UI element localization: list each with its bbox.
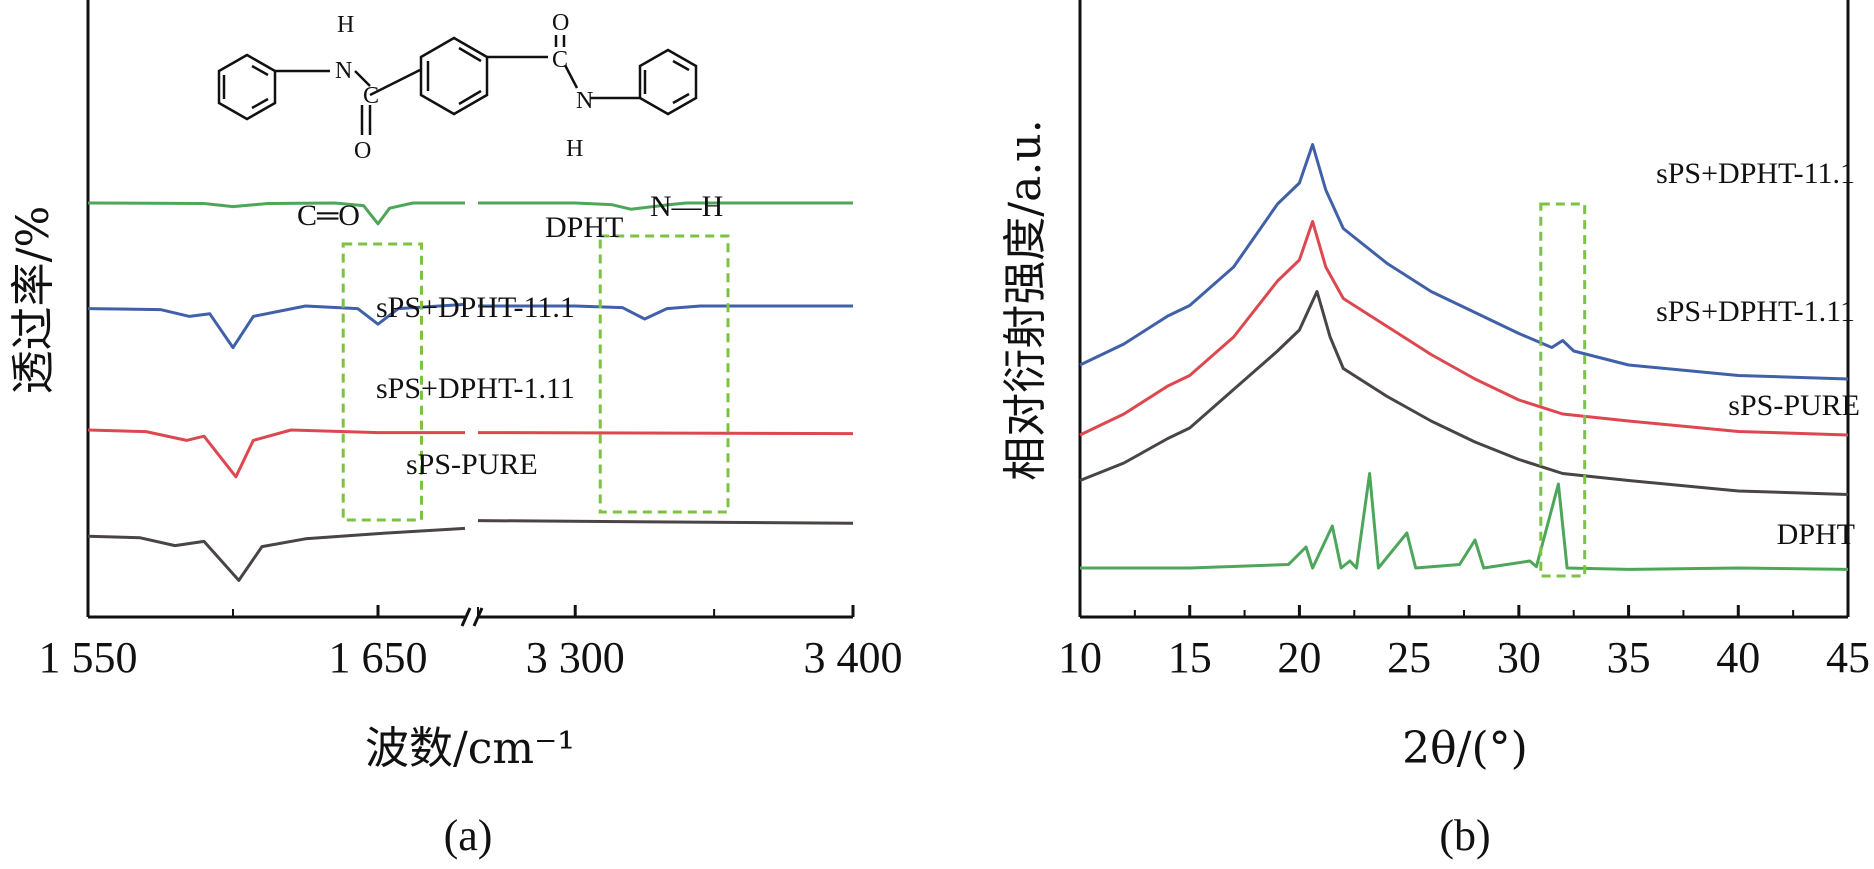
xrd-line-sps-dpht-11-1: [1079, 143, 1849, 381]
x-tick-label: 40: [1716, 633, 1760, 682]
x-tick-label: 1 650: [329, 633, 428, 682]
panel-b-xrd-patterns: 10 15 20 25 30 35 40 45 sPS+DPHT-11.1 sPS+DPHT-…: [1000, 0, 1870, 860]
panel-label-b: (b): [1439, 811, 1490, 860]
atom-o-right: O: [552, 10, 569, 36]
atom-h-right: H: [566, 136, 583, 162]
series-label-dpht: DPHT: [545, 211, 623, 244]
xrd-line-sps-dpht-1-11: [1079, 220, 1849, 437]
series-line-sps-dpht-1-11: [477, 431, 854, 436]
series-line-sps-dpht-11-1: [87, 302, 466, 350]
panel-label-a: (a): [444, 811, 493, 860]
atom-o-left: O: [354, 138, 371, 164]
series-line-dpht: [478, 201, 853, 211]
series-label-sps-pure: sPS-PURE: [406, 448, 538, 481]
x-tick-label: 25: [1387, 633, 1431, 682]
highlight-box-xrd: [1539, 202, 1587, 578]
atom-c-right: C: [552, 47, 568, 73]
panel-b-ylabel: 相对衍射强度/a.u.: [1000, 119, 1051, 480]
x-tick-label: 45: [1826, 633, 1870, 682]
xrd-line-dpht: [1080, 472, 1849, 571]
xrd-line-sps-pure: [1079, 290, 1849, 496]
series-label-b-dpht: DPHT: [1777, 518, 1855, 551]
series-line-sps-pure: [477, 519, 854, 525]
highlight-box-co: [341, 242, 424, 522]
atom-h-left: H: [337, 12, 354, 38]
series-line-sps-dpht-11-1: [478, 304, 853, 321]
panel-b-xlabel: 2θ/(°): [1402, 723, 1528, 774]
annotation-nh: N—H: [650, 190, 723, 223]
molecule-atom-labels: H N C O O C N H: [335, 10, 593, 164]
panel-a-ir-spectra: 1 550 1 650 3 300 3 400 C═O N—H DPHT sPS+DP…: [8, 0, 903, 860]
x-tick-label: 35: [1607, 633, 1651, 682]
series-label-b-spsdpht-11-1: sPS+DPHT-11.1: [1656, 157, 1855, 190]
x-tick-label: 3 300: [526, 633, 625, 682]
panel-a-ticks: 1 550 1 650 3 300 3 400: [39, 605, 903, 682]
highlight-box-nh: [598, 234, 730, 514]
panel-a-xlabel: 波数/cm⁻¹: [365, 723, 575, 774]
series-label-spsdpht-11-1: sPS+DPHT-11.1: [376, 291, 575, 324]
series-label-b-sps-pure: sPS-PURE: [1728, 389, 1860, 422]
series-line-sps-dpht-1-11: [87, 428, 465, 479]
panel-a-ylabel: 透过率/%: [8, 206, 59, 395]
series-line-dpht: [87, 201, 465, 226]
series-label-b-spsdpht-1-11: sPS+DPHT-1.11: [1656, 295, 1855, 328]
annotation-co: C═O: [297, 199, 360, 232]
atom-c-left: C: [363, 83, 379, 109]
x-tick-label: 3 400: [804, 633, 903, 682]
x-tick-label: 20: [1277, 633, 1321, 682]
panel-b-series: [1079, 143, 1849, 571]
x-tick-label: 15: [1168, 633, 1212, 682]
atom-n-right: N: [576, 88, 593, 114]
panel-b-ticks: 10 15 20 25 30 35 40 45: [1058, 605, 1870, 682]
x-tick-label: 1 550: [39, 633, 138, 682]
x-tick-label: 30: [1497, 633, 1541, 682]
series-label-spsdpht-1-11: sPS+DPHT-1.11: [376, 372, 575, 405]
dpht-molecule-structure: [217, 35, 698, 135]
atom-n-left: N: [335, 58, 352, 84]
x-tick-label: 10: [1058, 633, 1102, 682]
series-line-sps-pure: [87, 526, 466, 582]
panel-a-series: [87, 201, 854, 582]
